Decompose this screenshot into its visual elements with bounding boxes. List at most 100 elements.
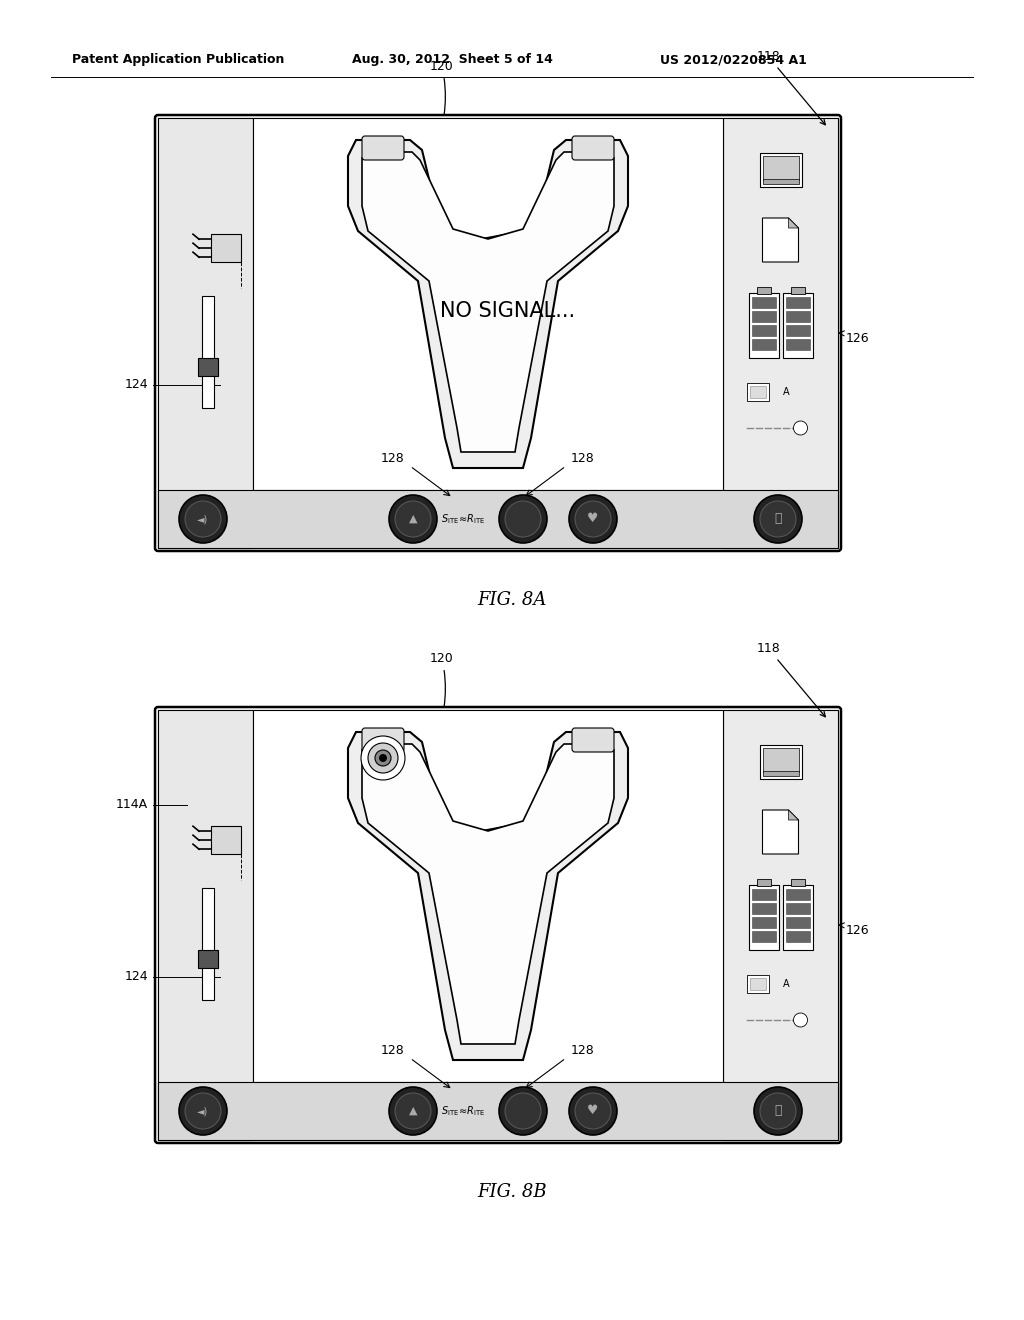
- Bar: [785, 903, 810, 913]
- Text: 120: 120: [430, 652, 454, 708]
- Circle shape: [575, 1093, 611, 1129]
- Text: 126: 126: [840, 923, 869, 937]
- Text: ◄): ◄): [198, 513, 209, 524]
- Text: ▲: ▲: [409, 513, 417, 524]
- Bar: [158, 1082, 838, 1140]
- FancyBboxPatch shape: [572, 729, 614, 752]
- Text: FIG. 8B: FIG. 8B: [477, 1183, 547, 1201]
- Text: $S_{\mathsf{ITE}}$$\!\approx\!$$R_{\mathsf{ITE}}$: $S_{\mathsf{ITE}}$$\!\approx\!$$R_{\math…: [440, 512, 485, 525]
- Bar: [752, 325, 775, 337]
- Bar: [785, 888, 810, 900]
- Bar: [198, 358, 218, 376]
- Text: 114A: 114A: [116, 799, 148, 810]
- Bar: [752, 931, 775, 942]
- Circle shape: [505, 502, 541, 537]
- Polygon shape: [348, 140, 628, 469]
- Bar: [763, 748, 799, 772]
- Circle shape: [379, 754, 387, 762]
- Text: ◄): ◄): [198, 1106, 209, 1115]
- Text: ▲: ▲: [409, 1106, 417, 1115]
- Circle shape: [375, 750, 391, 766]
- Bar: [253, 117, 723, 490]
- Circle shape: [794, 421, 808, 436]
- FancyBboxPatch shape: [155, 115, 841, 550]
- Circle shape: [185, 502, 221, 537]
- Bar: [763, 180, 799, 183]
- Bar: [763, 156, 799, 180]
- Bar: [785, 931, 810, 942]
- Circle shape: [389, 495, 437, 543]
- Circle shape: [179, 495, 227, 543]
- Circle shape: [395, 502, 431, 537]
- Bar: [763, 771, 799, 776]
- Circle shape: [794, 1012, 808, 1027]
- Bar: [752, 297, 775, 308]
- Bar: [749, 293, 778, 358]
- Circle shape: [361, 737, 406, 780]
- Text: US 2012/0220854 A1: US 2012/0220854 A1: [660, 54, 807, 66]
- Polygon shape: [763, 218, 799, 261]
- Bar: [760, 153, 802, 187]
- Bar: [785, 312, 810, 322]
- Polygon shape: [763, 810, 799, 854]
- Text: ⏻: ⏻: [774, 512, 781, 525]
- FancyBboxPatch shape: [572, 136, 614, 160]
- Text: 128: 128: [381, 451, 404, 465]
- Bar: [752, 339, 775, 350]
- Text: ♥: ♥: [588, 1105, 599, 1118]
- Bar: [202, 296, 214, 408]
- Bar: [752, 903, 775, 913]
- Polygon shape: [362, 152, 614, 451]
- Bar: [757, 879, 770, 886]
- Text: NO SIGNAL...: NO SIGNAL...: [440, 301, 575, 322]
- Bar: [782, 293, 812, 358]
- Circle shape: [575, 502, 611, 537]
- Bar: [746, 383, 768, 401]
- Text: 128: 128: [571, 1044, 595, 1056]
- Bar: [746, 975, 768, 993]
- Bar: [752, 312, 775, 322]
- Circle shape: [760, 1093, 796, 1129]
- Text: ♥: ♥: [588, 512, 599, 525]
- Circle shape: [505, 1093, 541, 1129]
- Text: 128: 128: [571, 451, 595, 465]
- FancyBboxPatch shape: [362, 729, 404, 752]
- Bar: [785, 339, 810, 350]
- Bar: [757, 286, 770, 294]
- Circle shape: [185, 1093, 221, 1129]
- FancyBboxPatch shape: [155, 708, 841, 1143]
- Polygon shape: [348, 733, 628, 1060]
- Circle shape: [499, 1086, 547, 1135]
- Text: 118: 118: [757, 642, 825, 717]
- Text: A: A: [783, 387, 790, 397]
- Bar: [723, 117, 838, 548]
- Bar: [750, 385, 766, 399]
- Circle shape: [760, 502, 796, 537]
- Bar: [198, 950, 218, 968]
- Text: ⏻: ⏻: [774, 1105, 781, 1118]
- Text: 120: 120: [430, 59, 454, 115]
- Text: 126: 126: [840, 331, 869, 345]
- Text: 124: 124: [124, 378, 148, 391]
- Polygon shape: [362, 744, 614, 1044]
- Bar: [211, 234, 241, 263]
- FancyBboxPatch shape: [362, 136, 404, 160]
- Bar: [785, 325, 810, 337]
- Bar: [752, 888, 775, 900]
- Bar: [760, 744, 802, 779]
- Circle shape: [569, 495, 617, 543]
- Text: 118: 118: [757, 50, 825, 125]
- Text: Patent Application Publication: Patent Application Publication: [72, 54, 285, 66]
- Circle shape: [754, 1086, 802, 1135]
- Bar: [749, 884, 778, 950]
- Text: 124: 124: [124, 970, 148, 983]
- Circle shape: [389, 1086, 437, 1135]
- Bar: [785, 297, 810, 308]
- Bar: [723, 710, 838, 1140]
- Text: FIG. 8A: FIG. 8A: [477, 591, 547, 609]
- Bar: [158, 710, 253, 1140]
- Circle shape: [569, 1086, 617, 1135]
- Circle shape: [395, 1093, 431, 1129]
- Circle shape: [368, 743, 398, 774]
- Bar: [785, 917, 810, 928]
